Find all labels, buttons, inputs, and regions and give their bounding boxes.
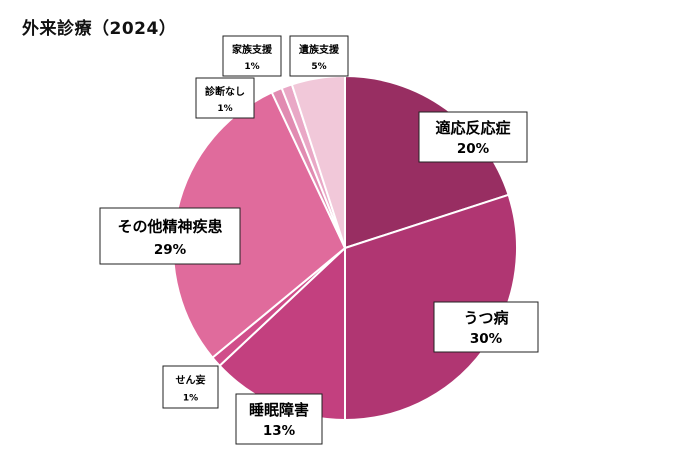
slice-label: 遺族支援 [298, 43, 340, 56]
slice-label: その他精神疾患 [117, 218, 222, 236]
slice-value-label: 1% [183, 393, 198, 403]
slice-value-label: 20% [457, 141, 490, 157]
slice-label: 適応反応症 [435, 119, 510, 137]
labels-group: 適応反応症 20% うつ病 30% 睡眠障害 13% せん妄 1% その他精神疾患 29% 診断なし… [99, 35, 539, 445]
label-box [433, 301, 539, 353]
slice-value-label: 1% [217, 104, 232, 114]
slice-value-label: 30% [470, 331, 503, 347]
label-box [418, 111, 528, 163]
slice-label: 家族支援 [232, 43, 273, 56]
slice-label: 診断なし [205, 85, 245, 98]
label-box [195, 77, 255, 119]
slice-label: うつ病 [463, 309, 508, 327]
slice-value-label: 5% [311, 62, 326, 72]
slice-value-label: 1% [244, 62, 259, 72]
slice-value-label: 13% [263, 423, 296, 439]
label-box [235, 393, 323, 445]
slice-value-label: 29% [154, 242, 187, 258]
label-box [289, 35, 349, 77]
label-box [222, 35, 282, 77]
label-box [162, 365, 219, 409]
slice-label: せん妄 [176, 374, 206, 387]
chart-title: 外来診療（2024） [22, 19, 177, 39]
slice-label: 睡眠障害 [249, 401, 309, 419]
label-box [99, 207, 241, 265]
